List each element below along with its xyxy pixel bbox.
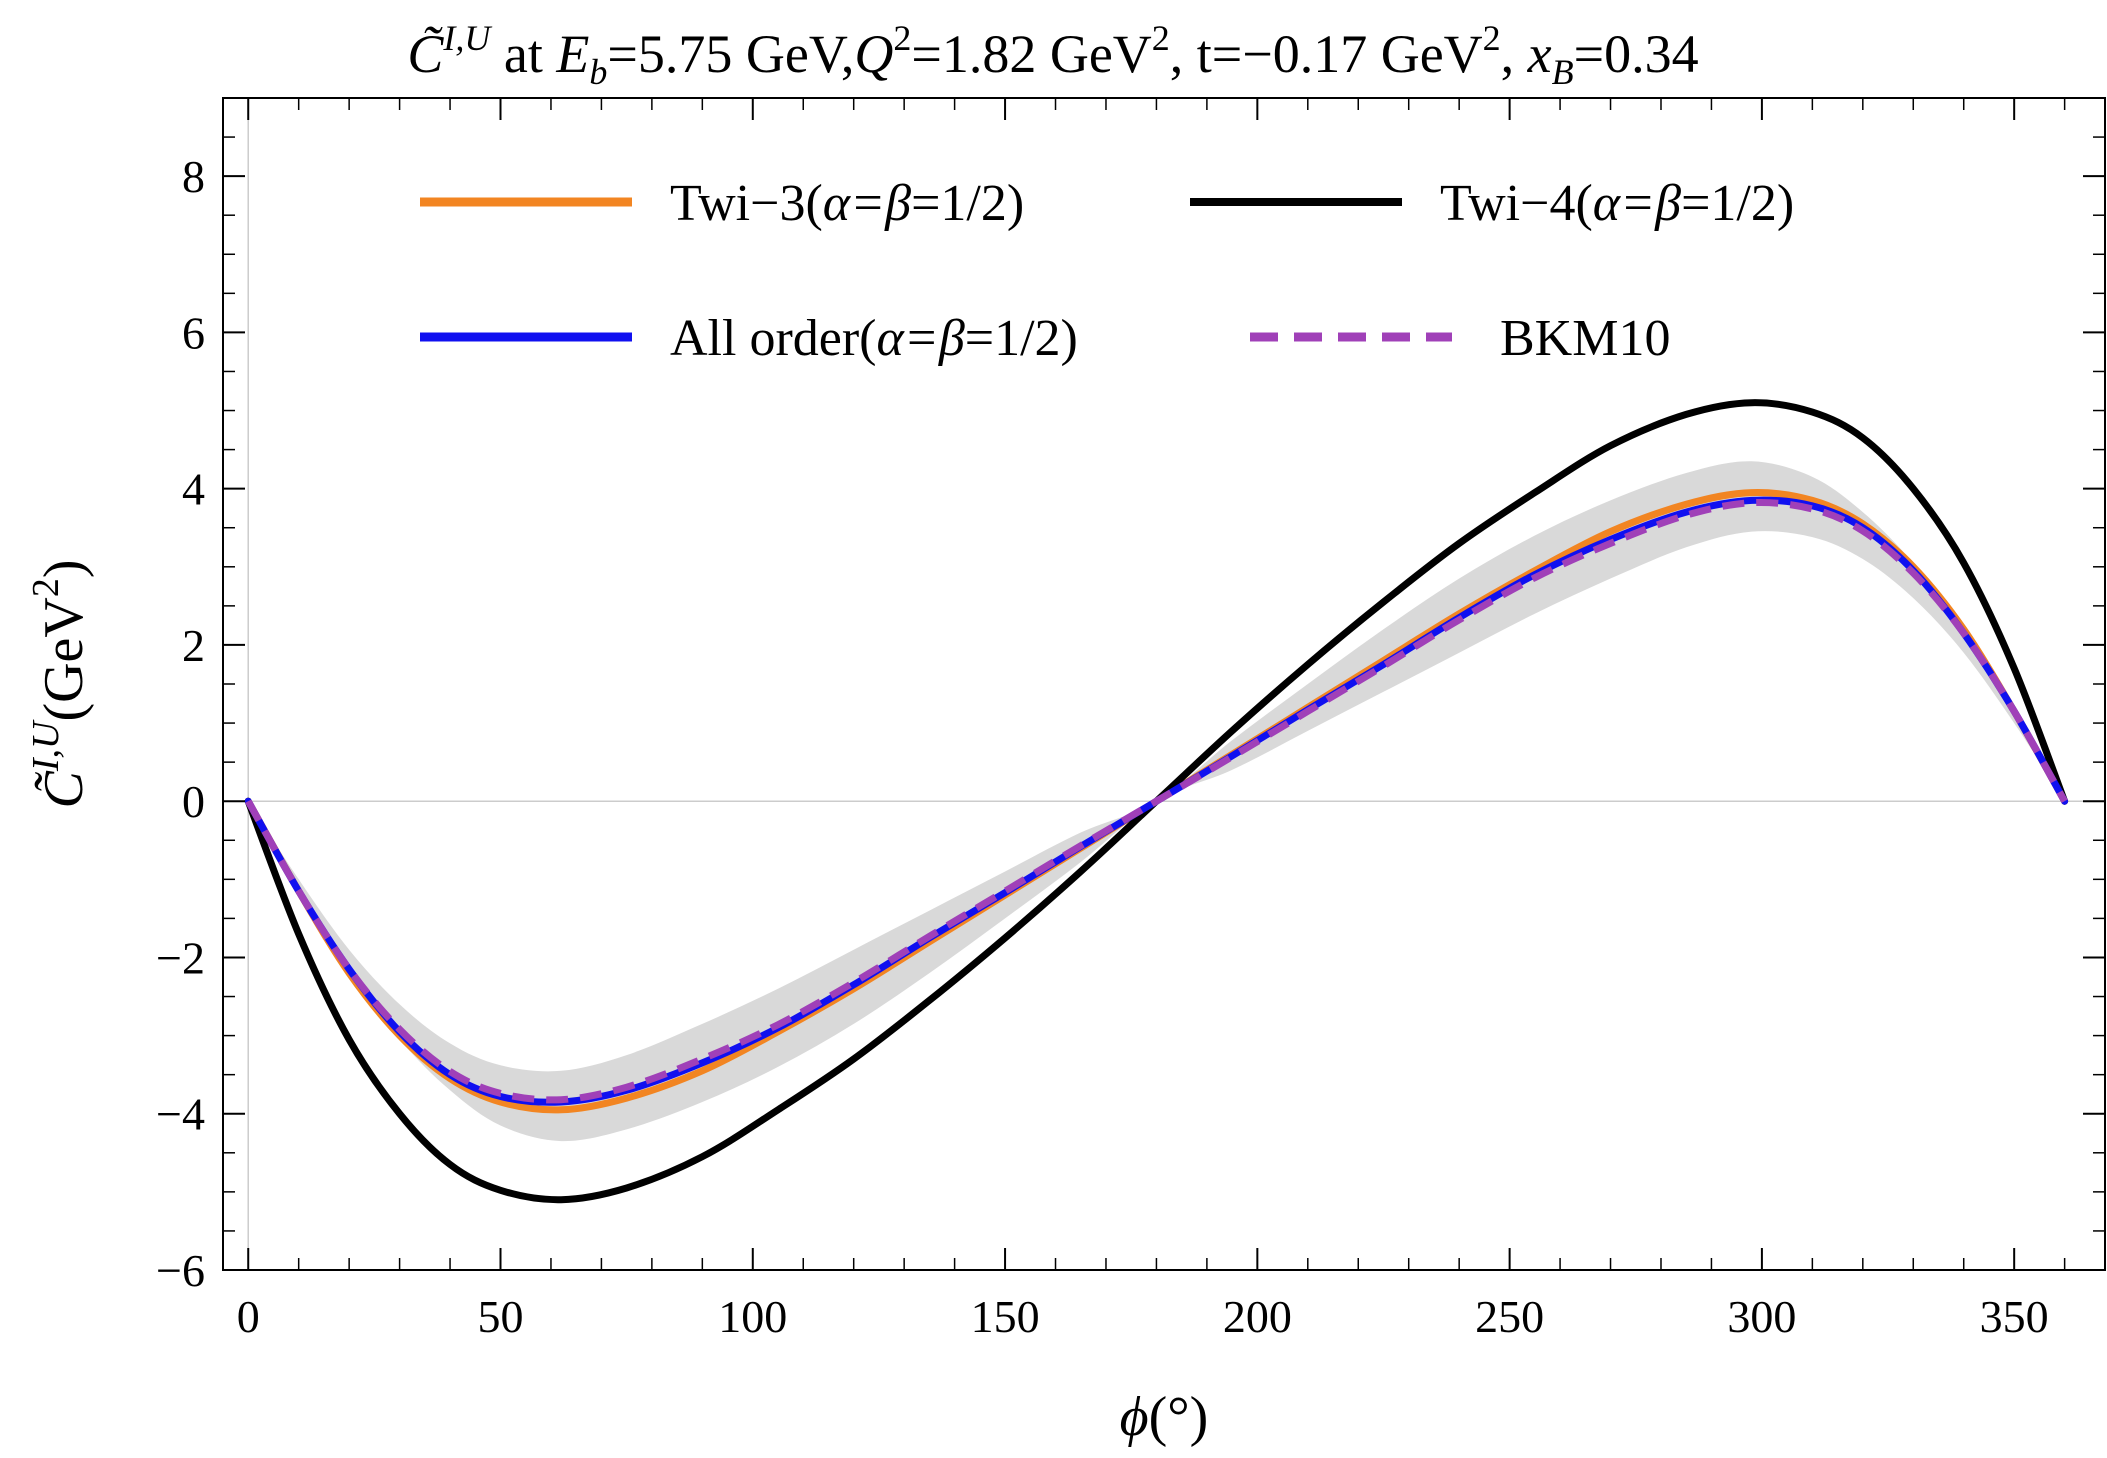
x-tick-label: 350 bbox=[1980, 1291, 2049, 1342]
series-layer bbox=[244, 399, 2069, 1204]
x-tick-label: 50 bbox=[478, 1291, 524, 1342]
zero-lines bbox=[223, 98, 2105, 1270]
x-tick-label: 200 bbox=[1223, 1291, 1292, 1342]
legend-entry-twi4: Twi−4(α=β=1/2) bbox=[1190, 175, 1794, 232]
y-tick-label: 0 bbox=[182, 776, 205, 827]
y-tick-label: −4 bbox=[156, 1089, 205, 1140]
legend-label-twi4: Twi−4(α=β=1/2) bbox=[1440, 175, 1794, 232]
series-line-bkm10 bbox=[245, 498, 2068, 1104]
y-tick-label: 8 bbox=[182, 151, 205, 202]
y-tick-label: −2 bbox=[156, 932, 205, 983]
y-tick-label: 6 bbox=[182, 307, 205, 358]
y-tick-label: 2 bbox=[182, 620, 205, 671]
chart-title: C̃I,U at Eb=5.75 GeV,Q2=1.82 GeV2, t=−0.… bbox=[407, 18, 1698, 92]
legend: Twi−3(α=β=1/2) Twi−4(α=β=1/2) All order(… bbox=[420, 175, 1794, 367]
y-tick-label: 4 bbox=[182, 464, 205, 515]
x-tick-label: 150 bbox=[971, 1291, 1040, 1342]
ticks-layer: 0 50 100 150 200 250 300 350 −6 −4 −2 0 2 4 6 8 bbox=[156, 97, 2105, 1342]
x-tick-label: 300 bbox=[1727, 1291, 1796, 1342]
legend-entry-twi3: Twi−3(α=β=1/2) bbox=[420, 175, 1024, 232]
legend-entry-all-order: All order(α=β=1/2) bbox=[420, 310, 1078, 367]
legend-label-twi3: Twi−3(α=β=1/2) bbox=[670, 175, 1024, 232]
legend-label-all-order: All order(α=β=1/2) bbox=[670, 310, 1078, 367]
x-tick-label: 100 bbox=[718, 1291, 787, 1342]
x-tick-label: 0 bbox=[237, 1291, 260, 1342]
legend-label-bkm10: BKM10 bbox=[1500, 310, 1670, 367]
legend-entry-bkm10: BKM10 bbox=[1250, 310, 1670, 367]
x-axis-title: ϕ(°) bbox=[1120, 1386, 1209, 1448]
y-tick-label: −6 bbox=[156, 1245, 205, 1296]
y-axis-title: C̃I,U(GeV2) bbox=[25, 559, 95, 808]
x-tick-label: 250 bbox=[1475, 1291, 1544, 1342]
